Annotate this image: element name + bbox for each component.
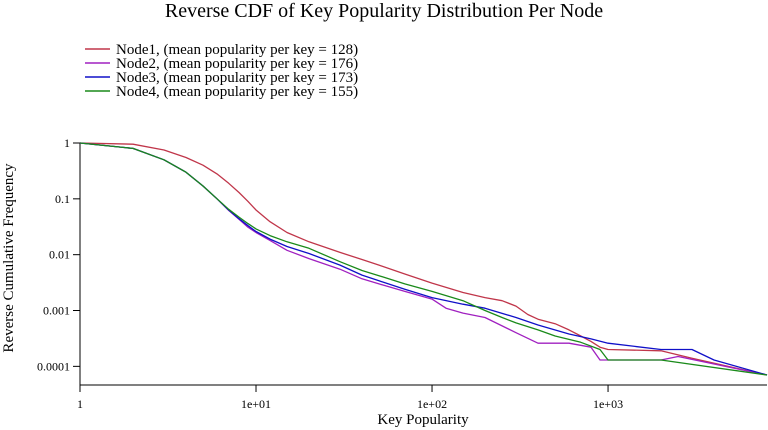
y-axis-title: Reverse Cumulative Frequency [1,163,17,353]
x-tick-label: 1e+02 [417,397,447,411]
x-tick-label: 1e+03 [593,397,623,411]
x-tick-label: 1e+01 [241,397,271,411]
y-tick-label: 0.0001 [37,359,70,373]
series-line-node3 [79,142,768,376]
x-ticks: 1 1e+01 1e+02 1e+03 [77,385,623,411]
y-tick-label: 1 [64,136,70,150]
series-layer [79,142,768,376]
chart-title: Reverse CDF of Key Popularity Distributi… [165,0,603,22]
y-ticks: 1 0.1 0.01 0.001 0.0001 [37,136,80,373]
legend-label-node1: Node1, (mean popularity per key = 128) [116,42,358,58]
x-axis-title: Key Popularity [377,412,469,428]
y-tick-label: 0.1 [55,192,70,206]
series-line-node1 [79,142,768,376]
legend-label-node2: Node2, (mean popularity per key = 176) [116,56,358,72]
y-tick-label: 0.001 [43,304,70,318]
series-line-node2 [79,142,768,376]
legend-label-node3: Node3, (mean popularity per key = 173) [116,70,358,86]
x-axis: 1 1e+01 1e+02 1e+03 Key Popularity [77,384,767,428]
y-axis: 1 0.1 0.01 0.001 0.0001 Reverse Cumulative F… [1,136,81,385]
x-tick-label: 1 [77,397,83,411]
legend: Node1, (mean popularity per key = 128) N… [85,42,358,100]
series-line-node4 [79,142,768,376]
y-tick-label: 0.01 [49,248,70,262]
legend-label-node4: Node4, (mean popularity per key = 155) [116,84,358,100]
